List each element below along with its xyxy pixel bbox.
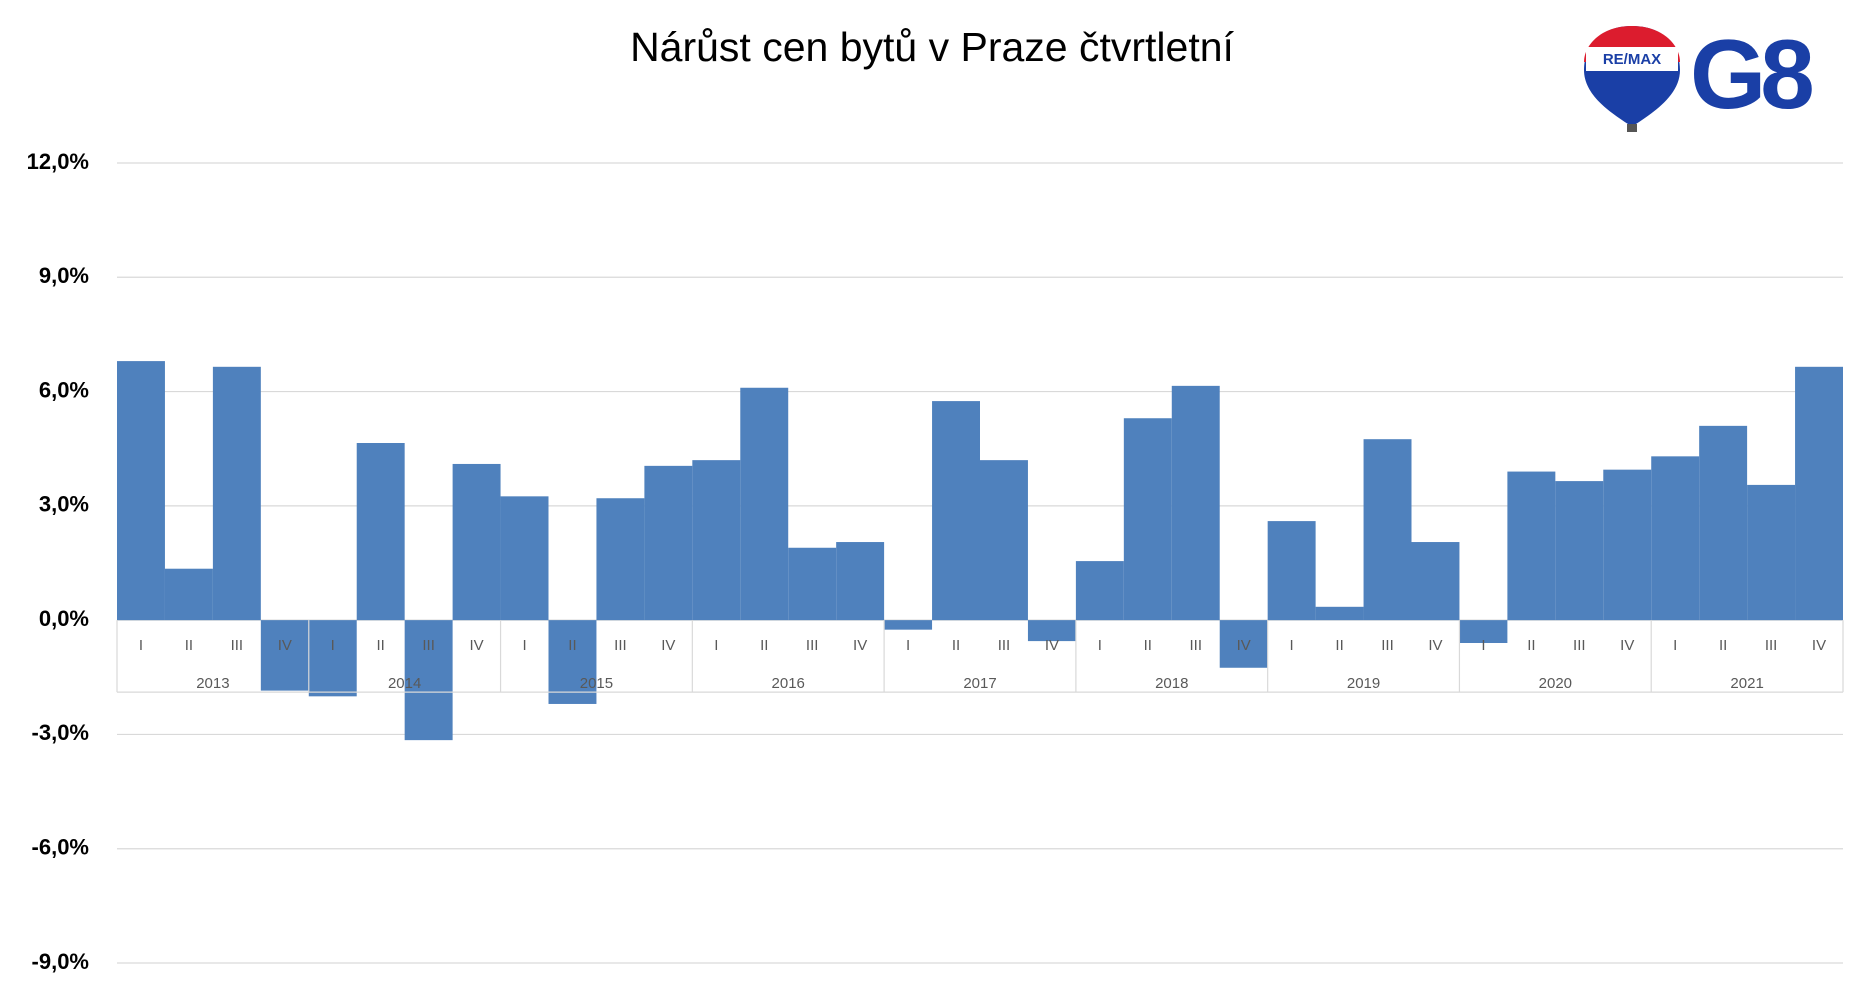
bar bbox=[1603, 469, 1652, 621]
y-tick-label: 3,0% bbox=[39, 492, 89, 517]
group-label: 2014 bbox=[388, 675, 421, 692]
bar bbox=[1651, 456, 1700, 621]
bar bbox=[1699, 425, 1748, 621]
bar bbox=[1219, 620, 1268, 668]
group-label: 2017 bbox=[963, 675, 996, 692]
bar bbox=[404, 620, 453, 741]
x-tick-label: I bbox=[1290, 637, 1294, 654]
balloon-band bbox=[1586, 47, 1678, 71]
bar bbox=[1123, 418, 1172, 621]
x-tick-label: I bbox=[714, 637, 718, 654]
y-tick-label: 9,0% bbox=[39, 263, 89, 288]
x-tick-label: II bbox=[1335, 637, 1343, 654]
remax-text: RE/MAX bbox=[1603, 51, 1661, 68]
x-tick-label: I bbox=[522, 637, 526, 654]
x-tick-label: IV bbox=[1237, 637, 1251, 654]
chart-title: Nárůst cen bytů v Praze čtvrtletní bbox=[630, 24, 1234, 70]
x-tick-label: III bbox=[614, 637, 627, 654]
x-tick-label: II bbox=[760, 637, 768, 654]
x-tick-label: III bbox=[1765, 637, 1778, 654]
x-tick-label: IV bbox=[278, 637, 292, 654]
bar bbox=[836, 542, 885, 621]
bar bbox=[740, 387, 789, 621]
bar bbox=[980, 460, 1028, 621]
remax-logo: RE/MAX bbox=[1584, 26, 1680, 132]
group-label: 2016 bbox=[772, 675, 805, 692]
bar bbox=[1507, 471, 1556, 621]
x-tick-label: III bbox=[422, 637, 435, 654]
balloon-basket bbox=[1627, 124, 1637, 132]
bar bbox=[1075, 561, 1124, 621]
bar bbox=[1315, 606, 1364, 621]
x-tick-label: I bbox=[906, 637, 910, 654]
y-tick-label: 0,0% bbox=[39, 606, 89, 631]
x-tick-label: II bbox=[1527, 637, 1535, 654]
bar bbox=[1363, 439, 1412, 621]
x-tick-label: I bbox=[1481, 637, 1485, 654]
bar bbox=[1171, 385, 1220, 621]
x-tick-label: III bbox=[1189, 637, 1202, 654]
x-tick-label: III bbox=[1381, 637, 1394, 654]
bar bbox=[884, 620, 933, 630]
y-tick-label: -3,0% bbox=[32, 720, 89, 745]
bar bbox=[212, 366, 261, 621]
x-tick-label: I bbox=[1098, 637, 1102, 654]
bar bbox=[164, 568, 213, 621]
bar bbox=[1027, 620, 1076, 642]
bar bbox=[1267, 521, 1316, 621]
y-tick-label: 12,0% bbox=[27, 149, 89, 174]
x-tick-label: II bbox=[952, 637, 960, 654]
x-tick-label: IV bbox=[1045, 637, 1059, 654]
bar bbox=[500, 496, 549, 621]
x-tick-label: II bbox=[1144, 637, 1152, 654]
group-label: 2020 bbox=[1539, 675, 1572, 692]
bar bbox=[644, 465, 693, 621]
x-tick-label: I bbox=[1673, 637, 1677, 654]
bar bbox=[308, 620, 357, 697]
group-label: 2018 bbox=[1155, 675, 1188, 692]
bar bbox=[596, 498, 645, 621]
bar bbox=[356, 443, 405, 621]
bar bbox=[932, 401, 980, 621]
bar bbox=[692, 460, 741, 621]
bar bbox=[1747, 484, 1796, 621]
bar bbox=[117, 361, 165, 621]
x-tick-label: IV bbox=[1428, 637, 1442, 654]
bar bbox=[260, 620, 309, 691]
bar bbox=[548, 620, 597, 704]
group-label: 2013 bbox=[196, 675, 229, 692]
x-tick-label: I bbox=[331, 637, 335, 654]
bar bbox=[452, 463, 501, 621]
x-tick-label: III bbox=[998, 637, 1011, 654]
y-tick-label: -9,0% bbox=[32, 949, 89, 974]
x-tick-label: IV bbox=[661, 637, 675, 654]
x-tick-label: III bbox=[1573, 637, 1586, 654]
bar bbox=[1795, 366, 1843, 621]
x-tick-label: II bbox=[568, 637, 576, 654]
bar bbox=[1411, 542, 1460, 621]
x-tick-label: II bbox=[185, 637, 193, 654]
x-tick-label: III bbox=[231, 637, 244, 654]
bar bbox=[1555, 481, 1604, 621]
bar bbox=[788, 547, 837, 621]
x-tick-label: IV bbox=[853, 637, 867, 654]
x-tick-label: II bbox=[377, 637, 385, 654]
y-tick-label: -6,0% bbox=[32, 835, 89, 860]
group-label: 2019 bbox=[1347, 675, 1380, 692]
x-tick-label: III bbox=[806, 637, 819, 654]
group-label: 2015 bbox=[580, 675, 613, 692]
x-tick-label: IV bbox=[1812, 637, 1826, 654]
group-label: 2021 bbox=[1730, 675, 1763, 692]
x-tick-label: IV bbox=[469, 637, 483, 654]
x-tick-label: IV bbox=[1620, 637, 1634, 654]
x-tick-label: II bbox=[1719, 637, 1727, 654]
g8-logo: G8 bbox=[1690, 19, 1812, 129]
bar bbox=[1459, 620, 1508, 643]
y-tick-label: 6,0% bbox=[39, 377, 89, 402]
x-tick-label: I bbox=[139, 637, 143, 654]
